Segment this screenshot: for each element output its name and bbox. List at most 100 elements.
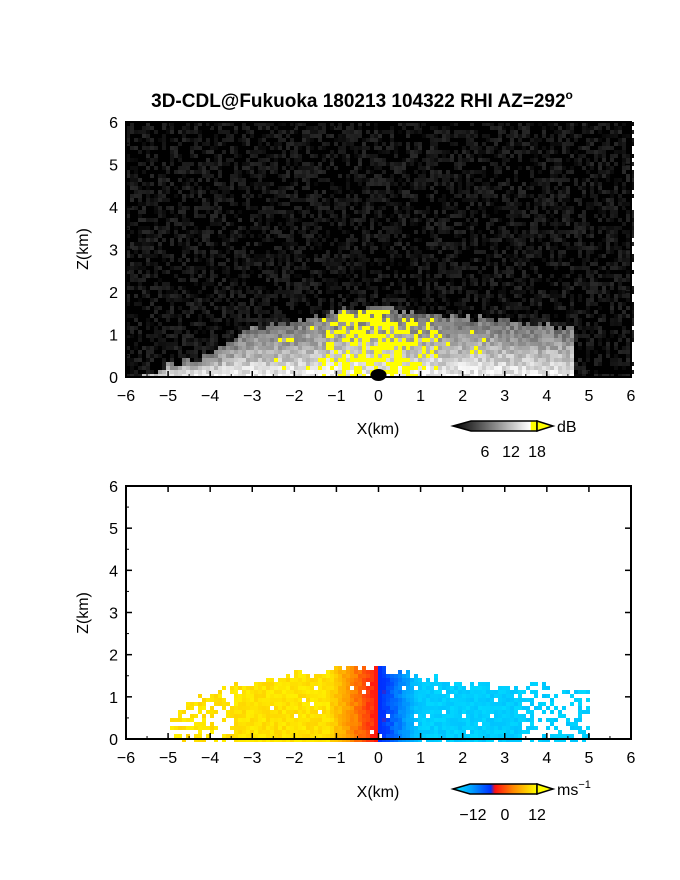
reflectivity-noise-cell [530, 302, 534, 306]
reflectivity-noise-cell [398, 290, 402, 294]
reflectivity-noise-cell [210, 342, 214, 346]
reflectivity-noise-cell [606, 338, 610, 342]
reflectivity-noise-cell [530, 226, 534, 230]
reflectivity-noise-cell [174, 346, 178, 350]
reflectivity-noise-cell [354, 170, 358, 174]
reflectivity-noise-cell [598, 338, 602, 342]
reflectivity-noise-cell [614, 362, 618, 366]
reflectivity-noise-cell [622, 278, 626, 282]
reflectivity-noise-cell [574, 266, 578, 270]
reflectivity-noise-cell [538, 290, 542, 294]
reflectivity-noise-cell [206, 294, 210, 298]
reflectivity-noise-cell [426, 162, 430, 166]
reflectivity-noise-cell [406, 250, 410, 254]
reflectivity-noise-cell [498, 274, 502, 278]
reflectivity-noise-cell [234, 230, 238, 234]
reflectivity-noise-cell [610, 198, 614, 202]
reflectivity-noise-cell [282, 214, 286, 218]
reflectivity-noise-cell [534, 294, 538, 298]
reflectivity-noise-cell [374, 194, 378, 198]
reflectivity-echo-cell [342, 350, 346, 354]
reflectivity-noise-cell [566, 194, 570, 198]
reflectivity-noise-cell [554, 130, 558, 134]
reflectivity-noise-cell [462, 298, 466, 302]
reflectivity-noise-cell [626, 214, 630, 218]
reflectivity-noise-cell [462, 214, 466, 218]
reflectivity-noise-cell [266, 218, 270, 222]
reflectivity-noise-cell [598, 254, 602, 258]
reflectivity-noise-cell [366, 282, 370, 286]
reflectivity-noise-cell [298, 310, 302, 314]
reflectivity-noise-cell [222, 266, 226, 270]
reflectivity-noise-cell [538, 218, 542, 222]
reflectivity-noise-cell [402, 274, 406, 278]
reflectivity-noise-cell [602, 170, 606, 174]
reflectivity-noise-cell [522, 242, 526, 246]
reflectivity-noise-cell [234, 250, 238, 254]
reflectivity-noise-cell [486, 278, 490, 282]
reflectivity-echo-cell [266, 370, 270, 374]
reflectivity-noise-cell [582, 222, 586, 226]
reflectivity-noise-cell [566, 210, 570, 214]
reflectivity-noise-cell [134, 370, 138, 374]
reflectivity-noise-cell [562, 142, 566, 146]
reflectivity-noise-cell [214, 346, 218, 350]
reflectivity-noise-cell [150, 334, 154, 338]
reflectivity-noise-cell [286, 130, 290, 134]
reflectivity-echo-cell [342, 346, 346, 350]
reflectivity-noise-cell [262, 186, 266, 190]
reflectivity-noise-cell [254, 290, 258, 294]
reflectivity-noise-cell [262, 286, 266, 290]
reflectivity-noise-cell [226, 306, 230, 310]
reflectivity-noise-cell [530, 210, 534, 214]
reflectivity-noise-cell [374, 122, 378, 126]
reflectivity-echo-cell [202, 358, 206, 362]
reflectivity-noise-cell [462, 190, 466, 194]
reflectivity-noise-cell [550, 150, 554, 154]
reflectivity-noise-cell [138, 366, 142, 370]
reflectivity-noise-cell [170, 122, 174, 126]
reflectivity-noise-cell [370, 198, 374, 202]
reflectivity-noise-cell [382, 274, 386, 278]
reflectivity-echo-cell [322, 366, 326, 370]
reflectivity-noise-cell [626, 314, 630, 318]
reflectivity-noise-cell [242, 278, 246, 282]
reflectivity-noise-cell [538, 170, 542, 174]
reflectivity-noise-cell [194, 182, 198, 186]
reflectivity-echo-cell [250, 326, 254, 330]
reflectivity-noise-cell [486, 314, 490, 318]
reflectivity-noise-cell [178, 130, 182, 134]
reflectivity-echo-cell [258, 342, 262, 346]
reflectivity-echo-cell [342, 338, 346, 342]
reflectivity-noise-cell [458, 234, 462, 238]
reflectivity-noise-cell [530, 282, 534, 286]
reflectivity-echo-cell [298, 334, 302, 338]
reflectivity-noise-cell [466, 306, 470, 310]
reflectivity-echo-cell [326, 334, 330, 338]
reflectivity-noise-cell [298, 210, 302, 214]
reflectivity-noise-cell [506, 206, 510, 210]
reflectivity-noise-cell [430, 138, 434, 142]
reflectivity-noise-cell [410, 162, 414, 166]
reflectivity-noise-cell [206, 278, 210, 282]
reflectivity-noise-cell [490, 186, 494, 190]
reflectivity-echo-cell [318, 370, 322, 374]
reflectivity-noise-cell [478, 190, 482, 194]
reflectivity-noise-cell [238, 250, 242, 254]
reflectivity-noise-cell [482, 150, 486, 154]
reflectivity-echo-cell [346, 318, 350, 322]
reflectivity-echo-cell [254, 326, 258, 330]
reflectivity-noise-cell [486, 182, 490, 186]
reflectivity-noise-cell [238, 326, 242, 330]
reflectivity-noise-cell [618, 338, 622, 342]
reflectivity-noise-cell [458, 274, 462, 278]
reflectivity-noise-cell [294, 254, 298, 258]
reflectivity-noise-cell [186, 298, 190, 302]
reflectivity-noise-cell [302, 226, 306, 230]
reflectivity-echo-cell [278, 330, 282, 334]
reflectivity-noise-cell [310, 198, 314, 202]
reflectivity-noise-cell [130, 158, 134, 162]
reflectivity-noise-cell [550, 194, 554, 198]
reflectivity-noise-cell [466, 266, 470, 270]
reflectivity-noise-cell [170, 130, 174, 134]
